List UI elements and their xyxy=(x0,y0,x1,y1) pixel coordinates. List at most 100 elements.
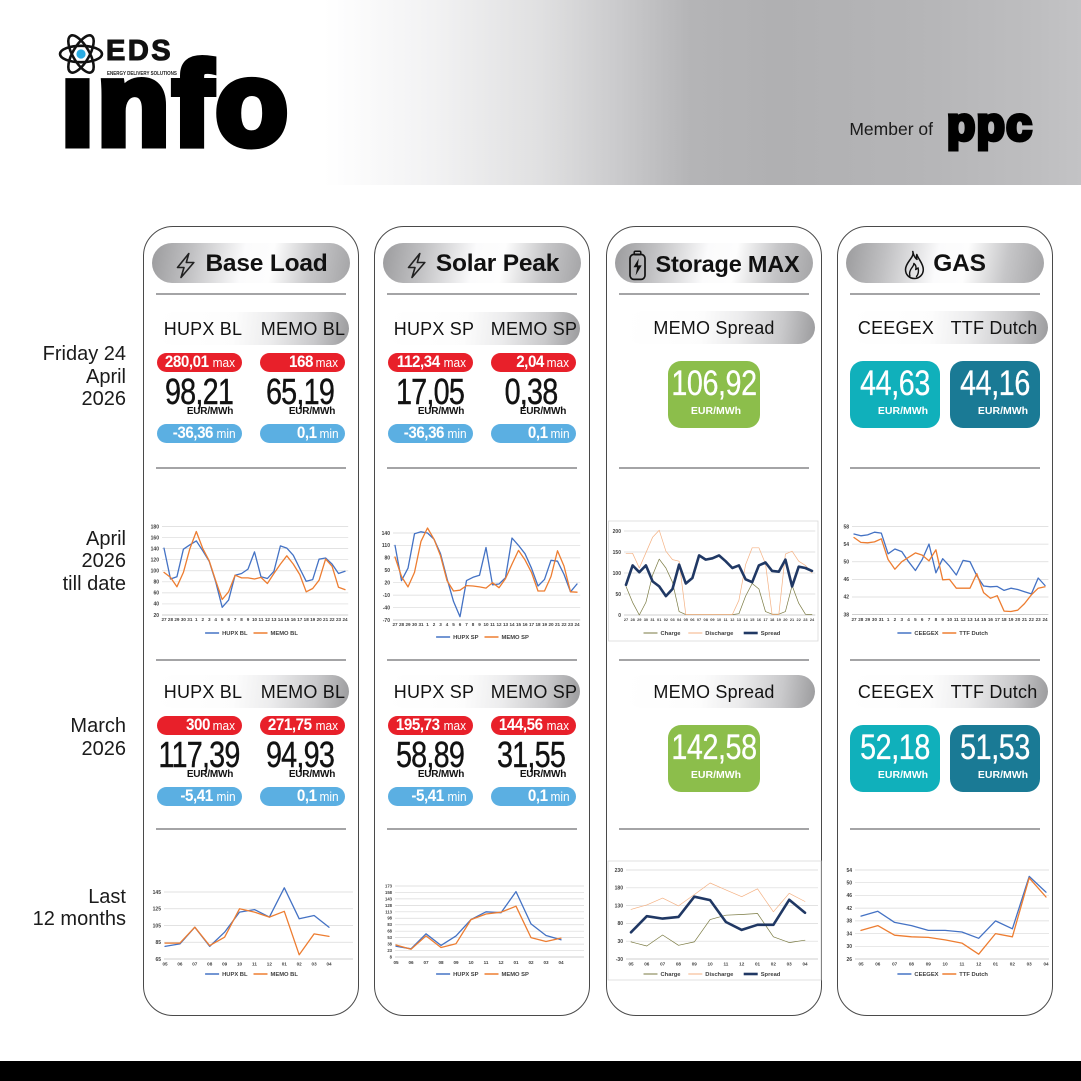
svg-text:19: 19 xyxy=(1008,617,1014,622)
svg-text:42: 42 xyxy=(846,906,852,912)
svg-text:180: 180 xyxy=(615,886,624,892)
svg-text:06: 06 xyxy=(690,617,695,622)
svg-text:02: 02 xyxy=(297,962,303,967)
svg-text:05: 05 xyxy=(628,962,634,967)
svg-text:28: 28 xyxy=(168,617,174,622)
svg-text:09: 09 xyxy=(926,962,932,967)
svg-text:1: 1 xyxy=(887,617,890,622)
svg-text:18: 18 xyxy=(304,617,310,622)
svg-text:10: 10 xyxy=(947,617,953,622)
svg-text:07: 07 xyxy=(192,962,198,967)
svg-text:03: 03 xyxy=(787,962,793,967)
svg-text:3: 3 xyxy=(208,617,211,622)
svg-text:11: 11 xyxy=(259,617,264,622)
svg-text:30: 30 xyxy=(412,622,418,627)
svg-text:15: 15 xyxy=(750,617,755,622)
svg-text:40: 40 xyxy=(153,602,159,608)
svg-text:16: 16 xyxy=(291,617,297,622)
svg-text:4: 4 xyxy=(907,617,910,622)
svg-text:05: 05 xyxy=(858,962,864,967)
svg-text:14: 14 xyxy=(974,617,980,622)
svg-text:8: 8 xyxy=(935,617,938,622)
svg-text:4: 4 xyxy=(214,617,217,622)
svg-text:01: 01 xyxy=(282,962,288,967)
svg-text:04: 04 xyxy=(677,617,682,622)
svg-text:98: 98 xyxy=(387,916,392,921)
svg-text:MEMO BL: MEMO BL xyxy=(271,631,299,637)
svg-text:21: 21 xyxy=(1022,617,1028,622)
svg-text:CEEGEX: CEEGEX xyxy=(914,972,938,978)
svg-text:-70: -70 xyxy=(383,618,390,624)
svg-text:46: 46 xyxy=(846,893,852,899)
svg-text:23: 23 xyxy=(387,948,392,953)
svg-text:13: 13 xyxy=(503,622,509,627)
svg-text:5: 5 xyxy=(452,622,455,627)
svg-text:46: 46 xyxy=(843,577,849,583)
svg-text:128: 128 xyxy=(385,903,393,908)
svg-text:06: 06 xyxy=(177,962,183,967)
svg-text:08: 08 xyxy=(909,962,915,967)
svg-text:9: 9 xyxy=(247,617,250,622)
svg-text:20: 20 xyxy=(783,617,787,622)
svg-text:17: 17 xyxy=(529,622,535,627)
svg-text:16: 16 xyxy=(522,622,528,627)
svg-text:125: 125 xyxy=(153,907,162,913)
svg-text:03: 03 xyxy=(1027,962,1033,967)
svg-text:11: 11 xyxy=(724,617,729,622)
svg-text:65: 65 xyxy=(155,957,161,963)
svg-text:17: 17 xyxy=(995,617,1001,622)
svg-text:22: 22 xyxy=(330,617,336,622)
svg-text:03: 03 xyxy=(670,617,675,622)
svg-text:11: 11 xyxy=(490,622,495,627)
svg-text:01: 01 xyxy=(513,960,519,965)
svg-text:2: 2 xyxy=(894,617,897,622)
svg-text:16: 16 xyxy=(757,617,762,622)
svg-text:24: 24 xyxy=(342,617,348,622)
svg-text:15: 15 xyxy=(284,617,290,622)
svg-text:145: 145 xyxy=(153,890,162,896)
svg-text:12: 12 xyxy=(739,962,745,967)
svg-text:158: 158 xyxy=(385,890,393,895)
svg-text:15: 15 xyxy=(516,622,522,627)
svg-text:12: 12 xyxy=(961,617,967,622)
svg-text:ınfo: ınfo xyxy=(61,50,291,156)
svg-text:20: 20 xyxy=(153,613,159,619)
svg-text:20: 20 xyxy=(317,617,323,622)
svg-text:10: 10 xyxy=(252,617,258,622)
svg-text:24: 24 xyxy=(810,617,815,622)
svg-text:34: 34 xyxy=(846,931,852,937)
svg-text:05: 05 xyxy=(393,960,399,965)
svg-text:05: 05 xyxy=(684,617,689,622)
svg-text:85: 85 xyxy=(155,940,161,946)
svg-text:HUPX SP: HUPX SP xyxy=(453,635,479,641)
svg-text:31: 31 xyxy=(418,622,424,627)
svg-text:8: 8 xyxy=(390,954,393,959)
svg-text:11: 11 xyxy=(252,962,257,967)
svg-text:-30: -30 xyxy=(616,957,623,963)
svg-text:04: 04 xyxy=(326,962,332,967)
svg-text:20: 20 xyxy=(1015,617,1021,622)
svg-text:10: 10 xyxy=(483,622,489,627)
svg-text:10: 10 xyxy=(708,962,714,967)
svg-text:4: 4 xyxy=(446,622,449,627)
svg-text:05: 05 xyxy=(162,962,168,967)
svg-text:31: 31 xyxy=(879,617,885,622)
svg-text:11: 11 xyxy=(959,962,964,967)
svg-text:07: 07 xyxy=(892,962,898,967)
svg-text:100: 100 xyxy=(613,571,622,577)
svg-text:02: 02 xyxy=(664,617,669,622)
svg-text:105: 105 xyxy=(153,923,162,929)
svg-text:160: 160 xyxy=(151,535,160,541)
svg-text:14: 14 xyxy=(278,617,284,622)
svg-text:21: 21 xyxy=(555,622,561,627)
svg-text:50: 50 xyxy=(384,568,390,574)
svg-text:27: 27 xyxy=(392,622,398,627)
svg-text:5: 5 xyxy=(914,617,917,622)
svg-text:22: 22 xyxy=(797,617,802,622)
svg-text:CEEGEX: CEEGEX xyxy=(914,631,938,637)
svg-text:Spread: Spread xyxy=(761,631,781,637)
svg-text:180: 180 xyxy=(151,524,160,530)
svg-text:12: 12 xyxy=(498,960,504,965)
svg-text:-10: -10 xyxy=(383,593,390,599)
svg-text:23: 23 xyxy=(1036,617,1042,622)
